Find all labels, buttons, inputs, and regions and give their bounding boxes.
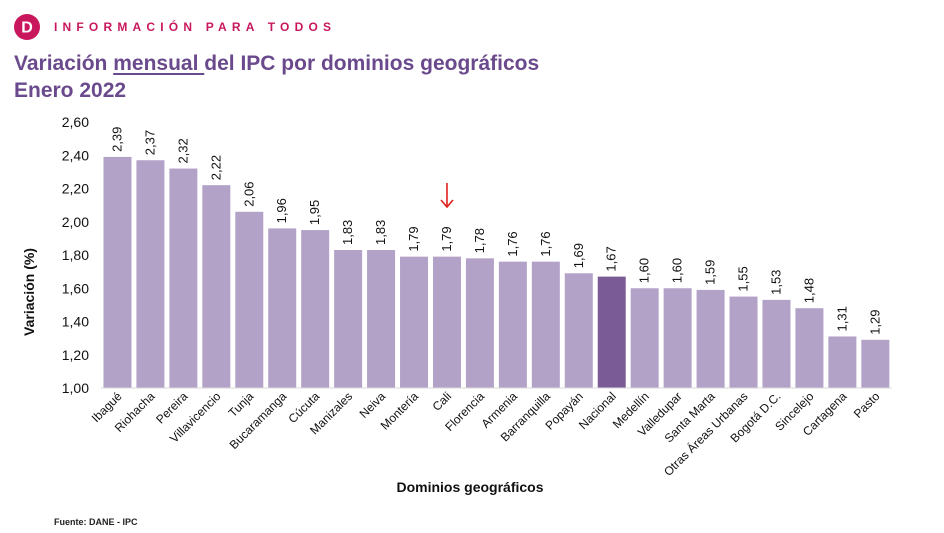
value-label: 1,31 xyxy=(834,306,849,331)
y-tick-label: 2,60 xyxy=(62,114,89,130)
value-label: 1,76 xyxy=(505,231,520,256)
red-down-arrow-icon xyxy=(440,183,454,209)
value-label: 1,48 xyxy=(801,278,816,303)
y-tick-label: 2,40 xyxy=(62,147,89,163)
y-tick-label: 1,40 xyxy=(62,314,89,330)
bar xyxy=(367,250,396,388)
bar xyxy=(498,261,527,388)
bar xyxy=(564,273,593,388)
value-label: 1,69 xyxy=(571,243,586,268)
y-tick-label: 1,60 xyxy=(62,280,89,296)
y-tick-label: 1,00 xyxy=(62,380,89,396)
value-label: 1,79 xyxy=(439,226,454,251)
dane-logo-icon: D xyxy=(14,14,40,40)
title-prefix: Variación xyxy=(14,52,114,75)
y-axis-ticks: 1,00 1,20 1,40 1,60 1,80 2,00 2,20 2,40 2,60 xyxy=(62,114,89,396)
value-label: 1,60 xyxy=(637,258,652,283)
bar xyxy=(301,230,330,388)
value-label: 2,39 xyxy=(109,127,124,152)
bar xyxy=(235,211,264,388)
arrow-head xyxy=(440,199,454,209)
bar xyxy=(202,185,231,388)
source-note: Fuente: DANE - IPC xyxy=(54,517,138,527)
value-label: 1,53 xyxy=(768,270,783,295)
value-label: 1,55 xyxy=(736,266,751,291)
y-tick-label: 2,00 xyxy=(62,214,89,230)
bar xyxy=(531,261,560,388)
value-label: 1,96 xyxy=(274,198,289,223)
x-tick-label: Pasto xyxy=(851,389,883,421)
value-label: 1,83 xyxy=(373,220,388,245)
y-axis-label: Variación (%) xyxy=(21,248,37,336)
bar xyxy=(696,289,725,388)
value-label: 2,37 xyxy=(142,130,157,155)
bar xyxy=(432,256,461,388)
bar xyxy=(828,336,857,388)
bar xyxy=(663,288,692,388)
bar xyxy=(861,339,890,388)
bars xyxy=(103,156,890,388)
bar xyxy=(630,288,659,388)
bar xyxy=(103,156,132,388)
value-label: 1,78 xyxy=(472,228,487,253)
bar xyxy=(597,276,626,388)
chart-title-line1: Variación mensual del IPC por dominios g… xyxy=(14,50,539,77)
brand-text: INFORMACIÓN PARA TODOS xyxy=(54,20,337,34)
bar xyxy=(268,228,297,388)
value-label: 1,83 xyxy=(340,220,355,245)
chart-title-line2: Enero 2022 xyxy=(14,79,127,102)
bar xyxy=(795,308,824,388)
y-tick-label: 1,20 xyxy=(62,347,89,363)
value-label: 1,29 xyxy=(867,309,882,334)
value-labels: 2,39 2,37 2,32 2,22 2,06 1,96 1,95 1,83 1,83 1,79… xyxy=(109,127,882,335)
brand-header: D INFORMACIÓN PARA TODOS xyxy=(14,14,336,40)
value-label: 2,06 xyxy=(241,181,256,206)
value-label: 2,32 xyxy=(175,138,190,163)
bar xyxy=(136,160,165,388)
bar xyxy=(465,258,494,388)
value-label: 1,67 xyxy=(604,246,619,271)
svg-text:D: D xyxy=(21,20,33,37)
bar xyxy=(729,296,758,388)
value-label: 1,95 xyxy=(307,200,322,225)
bar xyxy=(334,250,363,388)
chart-title: Variación mensual del IPC por dominios g… xyxy=(14,50,539,104)
title-underlined: mensual xyxy=(113,52,205,75)
x-axis-label: Dominios geográficos xyxy=(396,479,543,495)
value-label: 1,76 xyxy=(538,231,553,256)
bar xyxy=(400,256,429,388)
x-tick-label: Cali xyxy=(430,389,455,414)
bar xyxy=(169,168,198,388)
title-suffix: del IPC por dominios geográficos xyxy=(204,52,540,75)
y-tick-label: 2,20 xyxy=(62,181,89,197)
value-label: 1,59 xyxy=(703,260,718,285)
value-label: 1,79 xyxy=(406,226,421,251)
bar xyxy=(762,299,791,388)
y-tick-label: 1,80 xyxy=(62,247,89,263)
value-label: 2,22 xyxy=(208,155,223,180)
value-label: 1,60 xyxy=(670,258,685,283)
